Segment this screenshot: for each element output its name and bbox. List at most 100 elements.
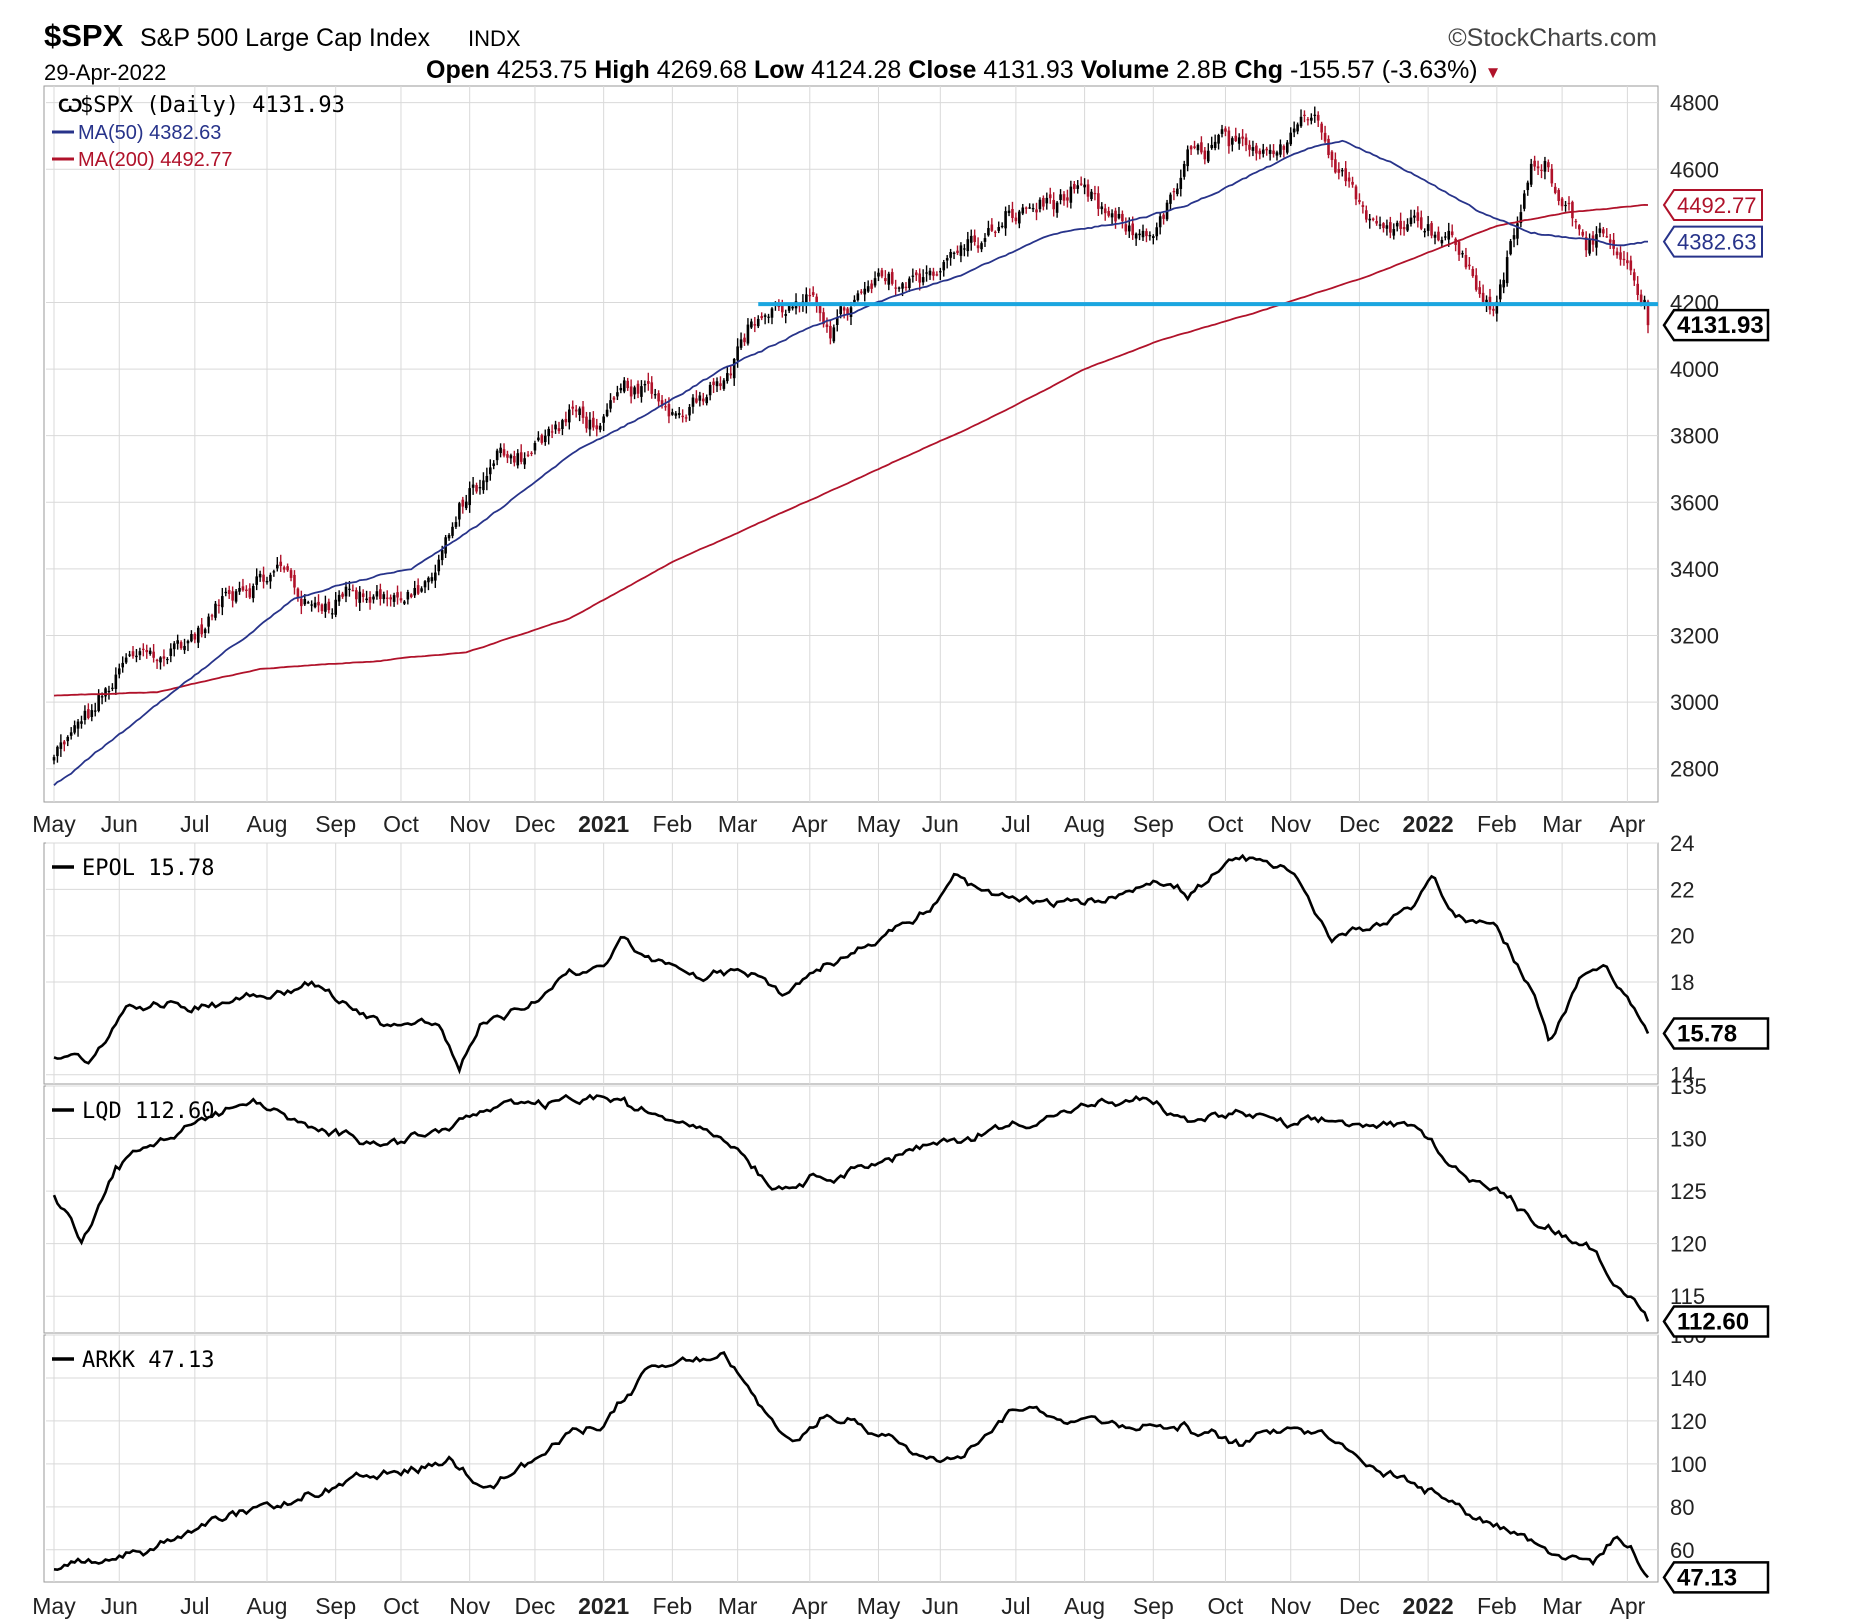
spx-candle xyxy=(399,591,403,603)
high-label: High xyxy=(594,56,650,84)
candle-body xyxy=(1282,146,1286,150)
spx-candle xyxy=(523,452,526,469)
spx-candle xyxy=(183,638,186,654)
candle-body xyxy=(1516,223,1519,239)
spx-candle xyxy=(760,312,763,321)
candle-body xyxy=(1382,223,1385,229)
candle-body xyxy=(877,272,880,277)
spx-candle xyxy=(344,581,348,603)
candle-body xyxy=(1639,294,1643,305)
candle-body xyxy=(887,273,891,285)
candle-body xyxy=(107,690,111,693)
spx-candle xyxy=(1224,126,1227,137)
candle-body xyxy=(56,746,59,757)
spx-candle xyxy=(169,643,173,663)
series-line-1 xyxy=(53,853,1650,1075)
spx-candle xyxy=(622,377,626,394)
spx-candle xyxy=(1419,210,1423,231)
candle-body xyxy=(1632,272,1636,281)
candle-body xyxy=(890,272,894,284)
candle-body xyxy=(1296,124,1299,132)
candle-body xyxy=(306,602,310,604)
spx-candle xyxy=(1110,209,1114,225)
candle-body xyxy=(945,258,949,261)
candle-body xyxy=(1145,231,1148,237)
brand-logo[interactable]: ©StockCharts.com xyxy=(1448,24,1657,52)
spx-candle xyxy=(341,591,344,599)
spx-candle xyxy=(172,641,176,657)
spx-candle xyxy=(337,590,341,606)
candle-body xyxy=(385,597,389,599)
candle-body xyxy=(1093,192,1097,195)
candle-body xyxy=(90,710,94,717)
candle-body xyxy=(1646,301,1650,326)
panel-frame-3 xyxy=(43,1334,1659,1583)
candle-body xyxy=(1344,168,1347,182)
candle-body xyxy=(1172,191,1176,193)
candle-body xyxy=(1217,135,1220,144)
y-tick-label: 140 xyxy=(1670,1366,1707,1391)
spx-candle xyxy=(1440,236,1444,248)
x-month-label: 2022 xyxy=(1403,1593,1454,1619)
spx-candle xyxy=(1024,206,1028,214)
spx-candle xyxy=(1488,288,1492,315)
candle-body xyxy=(348,588,351,590)
candle-body xyxy=(207,616,210,627)
candle-body xyxy=(1313,114,1317,116)
candle-body xyxy=(1028,207,1031,209)
spx-candle xyxy=(585,411,588,433)
candle-body xyxy=(633,387,636,395)
spx-candle xyxy=(1560,196,1564,211)
spx-candle xyxy=(155,658,159,669)
spx-candle xyxy=(530,451,533,457)
spx-candle xyxy=(193,632,197,644)
spx-candle xyxy=(763,313,767,325)
candle-body xyxy=(196,627,200,643)
spx-candle xyxy=(918,268,922,291)
spx-candle xyxy=(1155,222,1159,241)
candle-body xyxy=(908,278,911,288)
candle-body xyxy=(1018,211,1021,224)
candle-body xyxy=(1066,197,1069,201)
candle-body xyxy=(485,475,489,483)
spx-candle xyxy=(722,378,726,391)
x-month-label: 2022 xyxy=(1403,811,1454,837)
spx-candle xyxy=(1550,164,1554,187)
x-month-label: Jun xyxy=(101,811,138,837)
spx-candle xyxy=(286,563,289,572)
candle-body xyxy=(1200,142,1203,153)
candle-body xyxy=(1182,163,1186,177)
candle-body xyxy=(1553,186,1557,193)
candle-body xyxy=(1237,137,1241,144)
spx-candle xyxy=(1004,206,1007,236)
spx-candle xyxy=(282,565,286,573)
spx-candle xyxy=(1320,121,1323,140)
spx-candle xyxy=(1636,276,1639,301)
candle-body xyxy=(1574,221,1578,223)
candle-body xyxy=(434,572,437,581)
candle-body xyxy=(368,596,372,603)
candle-body xyxy=(200,624,204,635)
candle-body xyxy=(282,567,286,570)
spx-candle xyxy=(1097,186,1100,216)
candle-body xyxy=(1155,227,1159,237)
spx-candle xyxy=(1296,122,1299,135)
candle-body xyxy=(626,380,630,389)
candle-body xyxy=(1444,236,1447,238)
y-tick-label: 3200 xyxy=(1670,623,1719,648)
spx-candle xyxy=(293,570,296,595)
y-tick-label: 135 xyxy=(1670,1074,1707,1099)
spx-candle xyxy=(159,656,162,670)
spx-candle xyxy=(176,634,179,650)
spx-candle xyxy=(526,451,530,458)
spx-candle xyxy=(708,381,712,401)
spx-candle xyxy=(1148,231,1152,241)
spx-candle xyxy=(677,406,681,419)
spx-candle xyxy=(509,453,513,464)
spx-candle xyxy=(1011,201,1014,223)
index-name: S&P 500 Large Cap Index xyxy=(140,24,431,52)
candle-body xyxy=(698,395,702,401)
y-tick-label: 14 xyxy=(1670,1063,1694,1088)
spx-candle xyxy=(1275,150,1279,161)
